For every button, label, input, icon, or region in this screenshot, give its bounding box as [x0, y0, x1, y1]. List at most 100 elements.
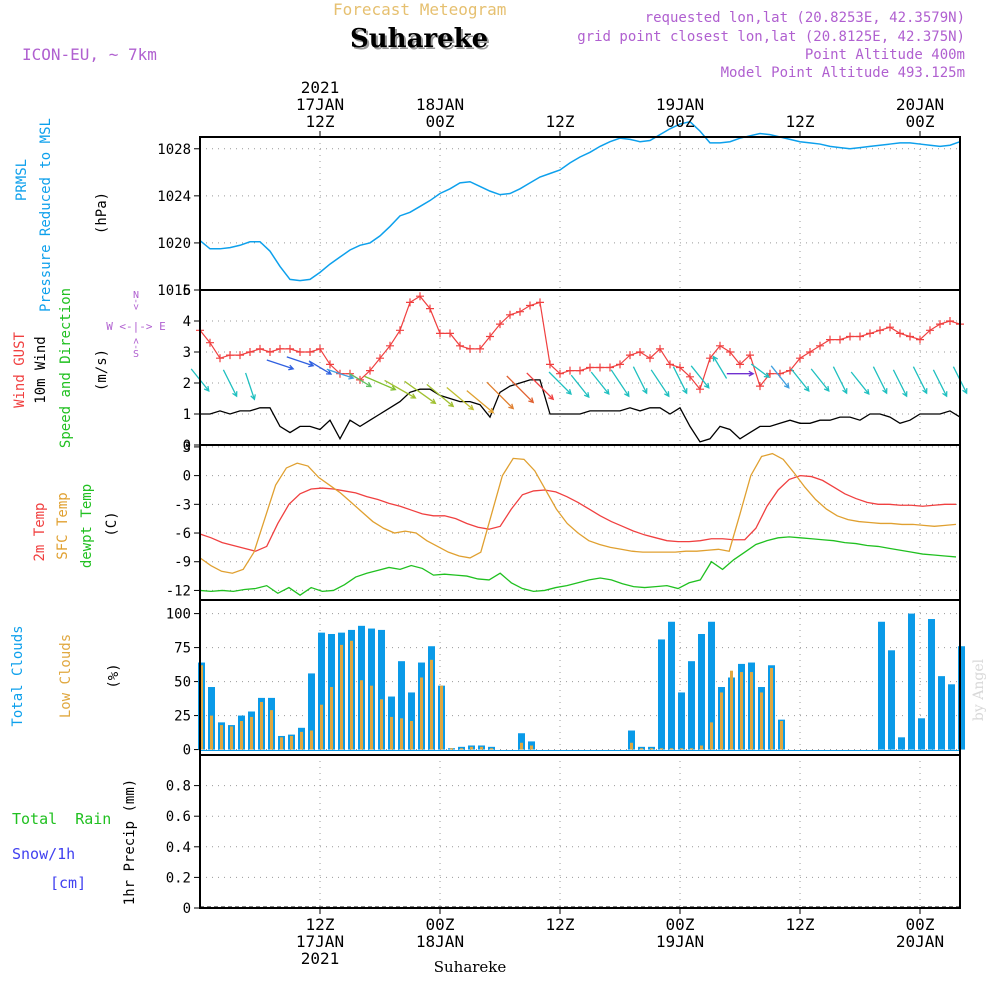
- total-cloud-bar: [878, 621, 885, 750]
- low-cloud-bar: [760, 692, 763, 750]
- time-label-bottom: 18JAN: [416, 932, 464, 951]
- gridpoint-coords: grid point closest lon,lat (20.8125E, 42…: [577, 29, 965, 45]
- wind-direction-arrow: [726, 370, 755, 377]
- gust-marker: [396, 326, 404, 335]
- y-tick-label: 5: [183, 283, 191, 299]
- gust-marker: [936, 320, 944, 329]
- low-cloud-bar: [210, 715, 213, 750]
- gust-marker: [756, 382, 764, 391]
- gust-marker: [866, 329, 874, 338]
- low-cloud-bar: [630, 742, 633, 750]
- low-cloud-bar: [480, 746, 483, 750]
- y-tick-label: -12: [166, 583, 191, 599]
- total-cloud-bar: [898, 737, 905, 750]
- low-cloud-bar: [300, 731, 303, 750]
- wind-direction-arrow: [590, 371, 610, 396]
- time-label-bottom: 00Z: [666, 915, 695, 934]
- gust-marker: [726, 348, 734, 356]
- gust-marker: [416, 292, 424, 301]
- y-tick-label: 1028: [157, 142, 191, 158]
- gust-marker: [376, 354, 384, 363]
- gust-marker: [216, 354, 224, 363]
- gust-marker: [276, 344, 284, 353]
- total-cloud-bar: [928, 619, 935, 750]
- model-label: ICON-EU, ~ 7km: [22, 45, 157, 64]
- temp-label-1: 2m Temp: [32, 502, 48, 561]
- y-tick-label: 50: [174, 675, 191, 691]
- y-tick-label: 3: [183, 440, 191, 456]
- gust-marker: [876, 326, 884, 335]
- footer-station: Suhareke: [434, 958, 507, 976]
- gust-marker: [506, 310, 514, 319]
- low-cloud-bar: [290, 735, 293, 750]
- wind-direction-arrow: [404, 380, 437, 405]
- low-cloud-bar: [310, 730, 313, 750]
- wind-direction-arrow: [266, 359, 295, 371]
- wind-direction-arrow: [446, 387, 475, 411]
- total-cloud-bar: [308, 673, 315, 750]
- wind-direction-arrow: [548, 371, 572, 395]
- wind-label-2: 10m Wind: [33, 336, 49, 403]
- gust-marker: [296, 348, 304, 356]
- gust-marker: [916, 335, 924, 344]
- compass-we: W <-|-> E: [106, 320, 166, 333]
- low-cloud-bar: [280, 737, 283, 750]
- y-tick-label: 2: [183, 376, 191, 392]
- temp-unit: (C): [104, 511, 120, 536]
- wind-label-1: Wind GUST: [12, 332, 28, 408]
- gust-marker: [366, 366, 374, 375]
- low-cloud-bar: [410, 721, 413, 750]
- gust-marker: [536, 298, 544, 307]
- time-label-top: 12Z: [546, 112, 575, 131]
- gust-marker: [596, 363, 604, 372]
- wind10-line: [200, 379, 961, 443]
- gust-marker: [496, 320, 504, 329]
- gust-marker: [206, 338, 214, 347]
- y-tick-label: 0.6: [166, 809, 191, 825]
- low-cloud-bar: [750, 672, 753, 750]
- low-cloud-bar: [650, 748, 653, 750]
- wind-direction-arrow: [244, 372, 256, 401]
- time-label-bottom: 12Z: [546, 915, 575, 934]
- gust-marker: [886, 323, 894, 332]
- model-altitude: Model Point Altitude 493.125m: [721, 65, 965, 81]
- low-cloud-bar: [260, 701, 263, 750]
- total-cloud-bar: [948, 684, 955, 750]
- title-shadow: Suhareke: [352, 26, 490, 56]
- gust-marker: [286, 344, 294, 353]
- gust-marker: [316, 344, 324, 353]
- wind-direction-arrow: [426, 383, 455, 408]
- subtitle: Forecast Meteogram: [333, 0, 506, 19]
- low-cloud-bar: [430, 659, 433, 750]
- gust-marker: [816, 341, 824, 350]
- gust-marker: [946, 317, 954, 325]
- wind-direction-arrow: [364, 375, 397, 391]
- time-label-bottom: 20JAN: [896, 932, 944, 951]
- time-label-top: 00Z: [426, 112, 455, 131]
- wind-direction-arrow: [348, 372, 373, 388]
- gust-marker: [576, 366, 584, 375]
- total-cloud-bar: [708, 621, 715, 750]
- total-cloud-bar: [518, 733, 525, 750]
- pressure-line: [199, 120, 961, 282]
- wind-direction-arrow: [632, 366, 648, 395]
- compass-s: S: [133, 349, 139, 360]
- pressure-unit: (hPa): [94, 192, 110, 234]
- gust-marker: [856, 332, 864, 341]
- wind-direction-arrow: [308, 360, 333, 375]
- low-cloud-bar: [520, 742, 523, 750]
- precip-label-unit-cm: [cm]: [50, 874, 86, 892]
- total-cloud-bar: [888, 650, 895, 750]
- low-cloud-bar: [220, 725, 223, 750]
- low-cloud-bar: [680, 748, 683, 750]
- wind-direction-arrow: [872, 366, 888, 395]
- wind-unit: (m/s): [94, 349, 110, 391]
- gust-marker: [266, 348, 274, 356]
- requested-coords: requested lon,lat (20.8253E, 42.3579N): [645, 10, 965, 26]
- low-cloud-bar: [690, 748, 693, 750]
- low-cloud-bar: [330, 687, 333, 750]
- gust-marker: [746, 351, 754, 360]
- gust-marker: [826, 335, 834, 344]
- gust-marker: [406, 298, 414, 307]
